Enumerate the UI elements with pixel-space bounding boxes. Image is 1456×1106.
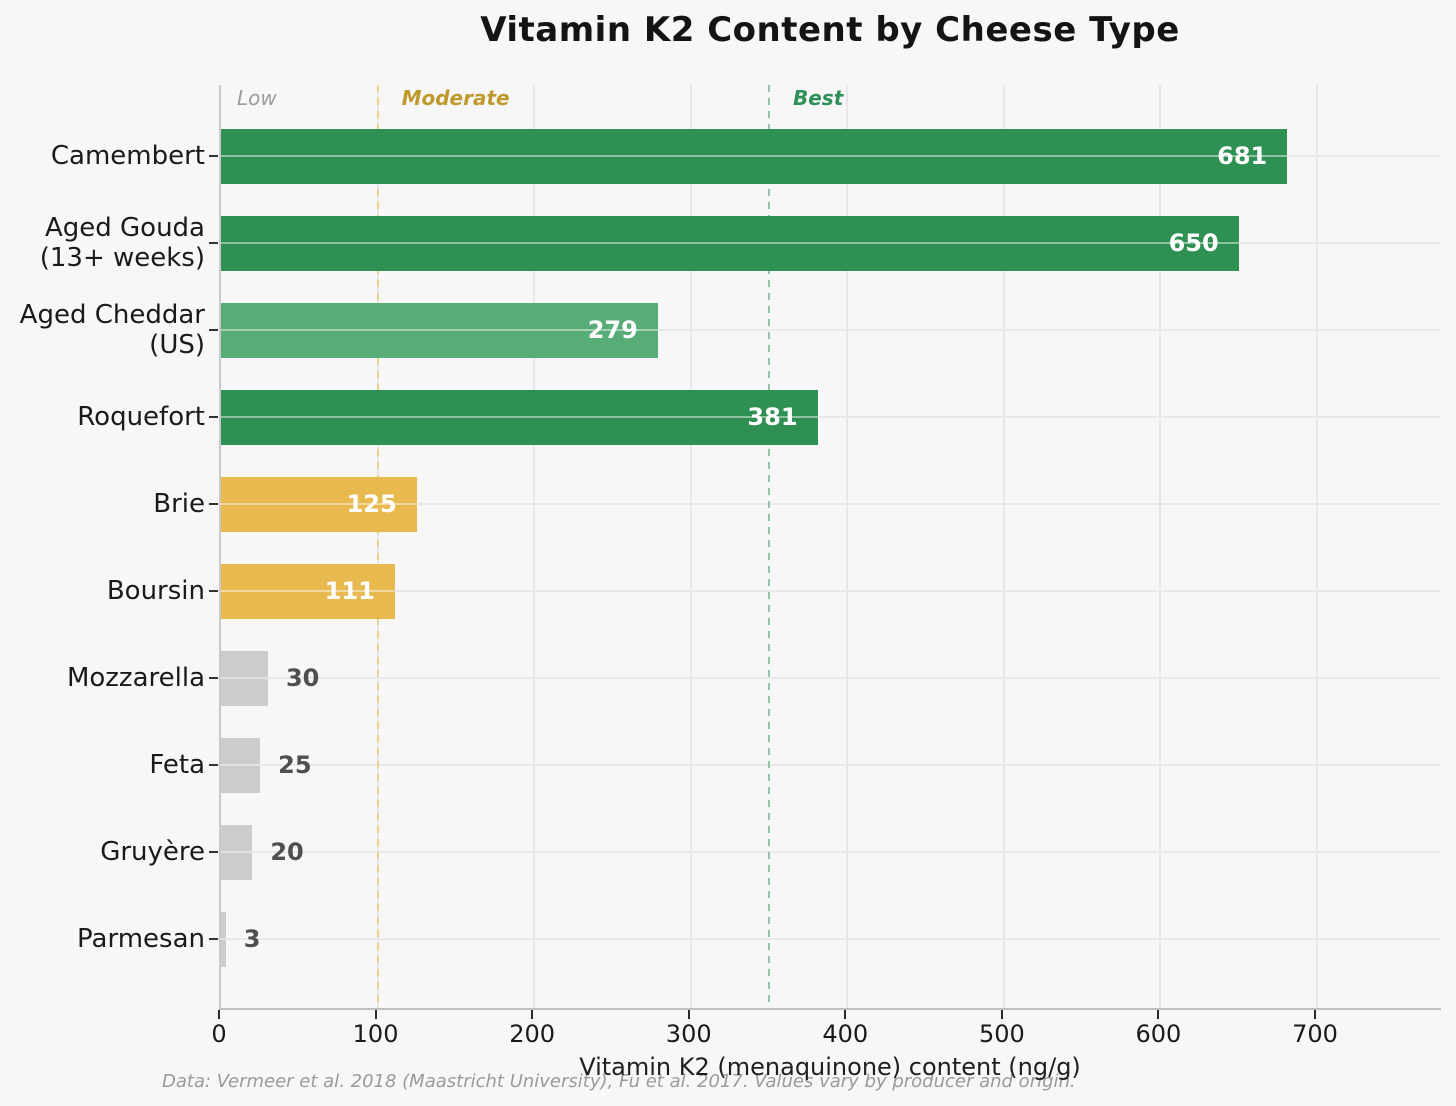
bar-row-0: 681: [221, 128, 1288, 184]
zone-label-low: Low: [237, 86, 277, 110]
category-label-row7: Feta: [149, 750, 205, 780]
zone-label-best: Best: [793, 86, 844, 110]
gridline-y-row7: [221, 764, 1441, 766]
bar-row-7: [221, 737, 261, 793]
y-tick-row5: [209, 590, 218, 592]
zone-label-moderate: Moderate: [401, 86, 510, 110]
bar-row-3: 381: [221, 389, 818, 445]
gridline-y-row4: [221, 503, 1441, 505]
x-tick-label-400: 400: [822, 1020, 869, 1048]
x-tick-label-100: 100: [352, 1020, 399, 1048]
bar-value-label: 111: [324, 577, 375, 605]
category-label-row4: Brie: [153, 489, 205, 519]
y-tick-row4: [209, 503, 218, 505]
x-tick-200: [531, 1010, 534, 1019]
y-tick-row9: [209, 938, 218, 940]
bar-value-label: 279: [587, 316, 638, 344]
gridline-x-300: [689, 85, 692, 1008]
bar-value-label: 3: [243, 925, 261, 953]
bar-value-label: 381: [747, 403, 798, 431]
y-tick-row1: [209, 242, 218, 244]
x-tick-label-500: 500: [978, 1020, 1025, 1048]
gridline-x-600: [1159, 85, 1162, 1008]
bar-row-2: 279: [221, 302, 658, 358]
bar-value-label: 681: [1217, 142, 1268, 170]
gridline-y-row5: [221, 590, 1441, 592]
y-tick-row0: [209, 155, 218, 157]
x-tick-label-200: 200: [509, 1020, 556, 1048]
bar-row-8: [221, 824, 253, 880]
bar-value-label: 25: [278, 751, 312, 779]
category-label-row2: Aged Cheddar (US): [19, 300, 205, 360]
y-tick-row3: [209, 416, 218, 418]
category-label-row1: Aged Gouda (13+ weeks): [39, 213, 205, 273]
bar-value-label: 20: [270, 838, 304, 866]
gridline-x-700: [1316, 85, 1318, 1008]
y-tick-row7: [209, 764, 218, 766]
category-label-row3: Roquefort: [77, 402, 205, 432]
gridline-x-200: [533, 85, 536, 1008]
bar-row-6: [221, 650, 268, 706]
bar-row-4: 125: [221, 476, 417, 532]
gridline-x-400: [846, 85, 849, 1008]
x-tick-700: [1314, 1010, 1316, 1019]
x-tick-300: [687, 1010, 690, 1019]
bar-value-label: 125: [346, 490, 397, 518]
x-tick-500: [1000, 1010, 1003, 1019]
category-label-row0: Camembert: [50, 141, 205, 171]
bar-value-label: 30: [285, 664, 320, 692]
x-tick-label-0: 0: [211, 1020, 227, 1048]
gridline-y-row9: [221, 938, 1441, 940]
x-tick-label-700: 700: [1292, 1020, 1338, 1048]
plot-area: Low Moderate Best 681 650 279 381 125 111 30 25 20 3: [219, 85, 1441, 1010]
gridline-y-row3: [221, 416, 1441, 418]
x-axis-label: Vitamin K2 (menaquinone) content (ng/g): [579, 1053, 1081, 1081]
category-label-row6: Mozzarella: [66, 663, 205, 693]
y-tick-row6: [209, 677, 218, 679]
x-tick-100: [374, 1010, 377, 1019]
bar-value-label: 650: [1168, 229, 1219, 257]
chart-title: Vitamin K2 Content by Cheese Type: [480, 10, 1180, 50]
y-tick-row2: [209, 329, 218, 331]
category-label-row8: Gruyère: [100, 837, 205, 867]
bar-row-5: 111: [221, 563, 395, 619]
x-tick-label-600: 600: [1135, 1020, 1182, 1048]
bar-row-1: 650: [221, 215, 1239, 271]
x-tick-0: [218, 1010, 220, 1019]
threshold-line-best: [768, 85, 770, 1008]
x-tick-600: [1157, 1010, 1160, 1019]
category-label-row9: Parmesan: [77, 924, 205, 954]
x-tick-label-300: 300: [665, 1020, 712, 1048]
gridline-x-500: [1002, 85, 1005, 1008]
threshold-line-moderate: [376, 85, 379, 1008]
data-source-note: Data: Vermeer et al. 2018 (Maastricht Un…: [162, 1071, 1076, 1092]
x-tick-400: [844, 1010, 847, 1019]
bar-row-9: [221, 911, 226, 967]
category-label-row5: Boursin: [106, 576, 205, 606]
y-axis-category-labels: Camembert Aged Gouda (13+ weeks) Aged Ched…: [0, 85, 205, 1010]
gridline-y-row6: [221, 677, 1441, 679]
gridline-y-row2: [221, 329, 1441, 331]
gridline-y-row8: [221, 851, 1441, 853]
y-tick-row8: [209, 851, 218, 853]
